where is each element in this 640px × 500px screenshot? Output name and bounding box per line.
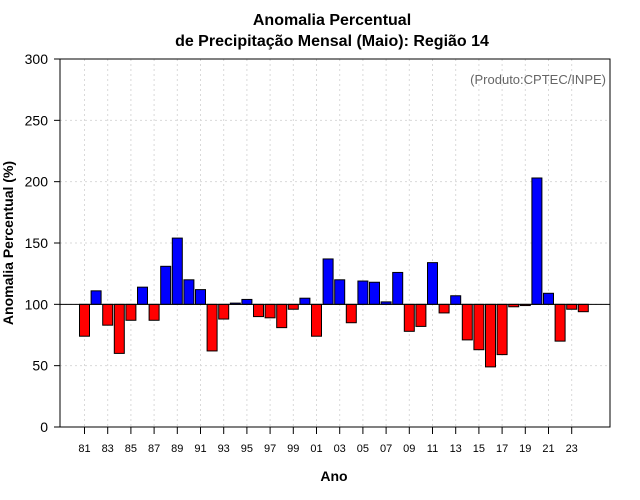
bar-21 [543, 292, 554, 305]
bar-20 [531, 177, 543, 305]
bar-97 [264, 303, 276, 319]
grid [60, 59, 610, 427]
bar-95 [241, 298, 253, 305]
x-tick-label: 09 [403, 443, 415, 455]
x-tick-label: 81 [78, 443, 90, 455]
bar-01 [311, 303, 322, 337]
chart-title-line1: Anomalia Percentual [253, 12, 411, 29]
bar-05 [357, 280, 369, 305]
bar-87 [148, 303, 160, 321]
chart-title-line2: de Precipitação Mensal (Maio): Região 14 [175, 33, 489, 50]
y-tick-label: 250 [25, 112, 49, 128]
bar-09 [403, 303, 415, 332]
bar-03 [334, 279, 346, 305]
y-tick-label: 0 [40, 419, 48, 435]
bar-24 [577, 303, 589, 313]
bar-10 [415, 303, 427, 327]
y-tick-label: 200 [25, 174, 49, 190]
bar-11 [427, 262, 438, 305]
bar-13 [450, 295, 462, 305]
x-tick-label: 13 [450, 443, 462, 455]
x-tick-label: 85 [125, 443, 137, 455]
bar-14 [461, 303, 473, 341]
bar-08 [392, 271, 404, 305]
x-tick-label: 99 [287, 443, 299, 455]
bar-85 [125, 303, 137, 321]
bar-99 [287, 303, 299, 310]
x-tick-label: 01 [310, 443, 322, 455]
bar-92 [206, 303, 218, 352]
bar-02 [322, 258, 334, 305]
bar-86 [137, 286, 148, 305]
bar-88 [160, 265, 172, 305]
bar-84 [113, 303, 125, 354]
y-axis-label: Anomalia Percentual (%) [0, 161, 16, 325]
x-axis: 81 83 85 87 89 91 93 95 97 99 01 03 05 07 09 11 13 15 17 19… [78, 427, 578, 455]
x-tick-label: 83 [102, 443, 114, 455]
x-tick-label: 19 [519, 443, 531, 455]
bar-83 [102, 303, 114, 326]
bar-98 [276, 303, 288, 329]
x-tick-label: 07 [380, 443, 392, 455]
x-tick-label: 95 [241, 443, 253, 455]
x-tick-label: 93 [218, 443, 230, 455]
bar-12 [438, 303, 450, 314]
bar-22 [554, 303, 566, 342]
bars [60, 177, 610, 368]
x-tick-label: 05 [357, 443, 369, 455]
bar-96 [253, 303, 264, 318]
bar-93 [218, 303, 230, 320]
bar-17 [496, 303, 508, 356]
bar-81 [79, 303, 90, 337]
y-axis: 0 50 100 150 200 250 300 [25, 51, 60, 435]
y-tick-label: 50 [32, 358, 48, 374]
x-tick-label: 97 [264, 443, 276, 455]
bar-00 [299, 297, 311, 305]
x-tick-label: 87 [148, 443, 160, 455]
bar-16 [485, 303, 496, 368]
x-tick-label: 03 [334, 443, 346, 455]
x-tick-label: 89 [171, 443, 183, 455]
bar-90 [183, 279, 195, 305]
bar-06 [369, 281, 380, 305]
bar-89 [171, 237, 183, 305]
bar-23 [566, 303, 578, 310]
bar-15 [473, 303, 485, 351]
x-tick-label: 17 [496, 443, 508, 455]
bar-82 [90, 290, 102, 305]
x-tick-label: 15 [473, 443, 485, 455]
x-tick-label: 23 [566, 443, 578, 455]
y-tick-label: 150 [25, 235, 49, 251]
bar-91 [195, 289, 206, 305]
source-annotation: (Produto:CPTEC/INPE) [470, 72, 606, 87]
bar-04 [345, 303, 357, 324]
y-tick-label: 300 [25, 51, 49, 67]
x-tick-label: 21 [542, 443, 554, 455]
x-axis-label: Ano [320, 468, 347, 484]
x-tick-label: 11 [427, 443, 438, 455]
y-tick-label: 100 [25, 296, 49, 312]
x-tick-label: 91 [194, 443, 206, 455]
